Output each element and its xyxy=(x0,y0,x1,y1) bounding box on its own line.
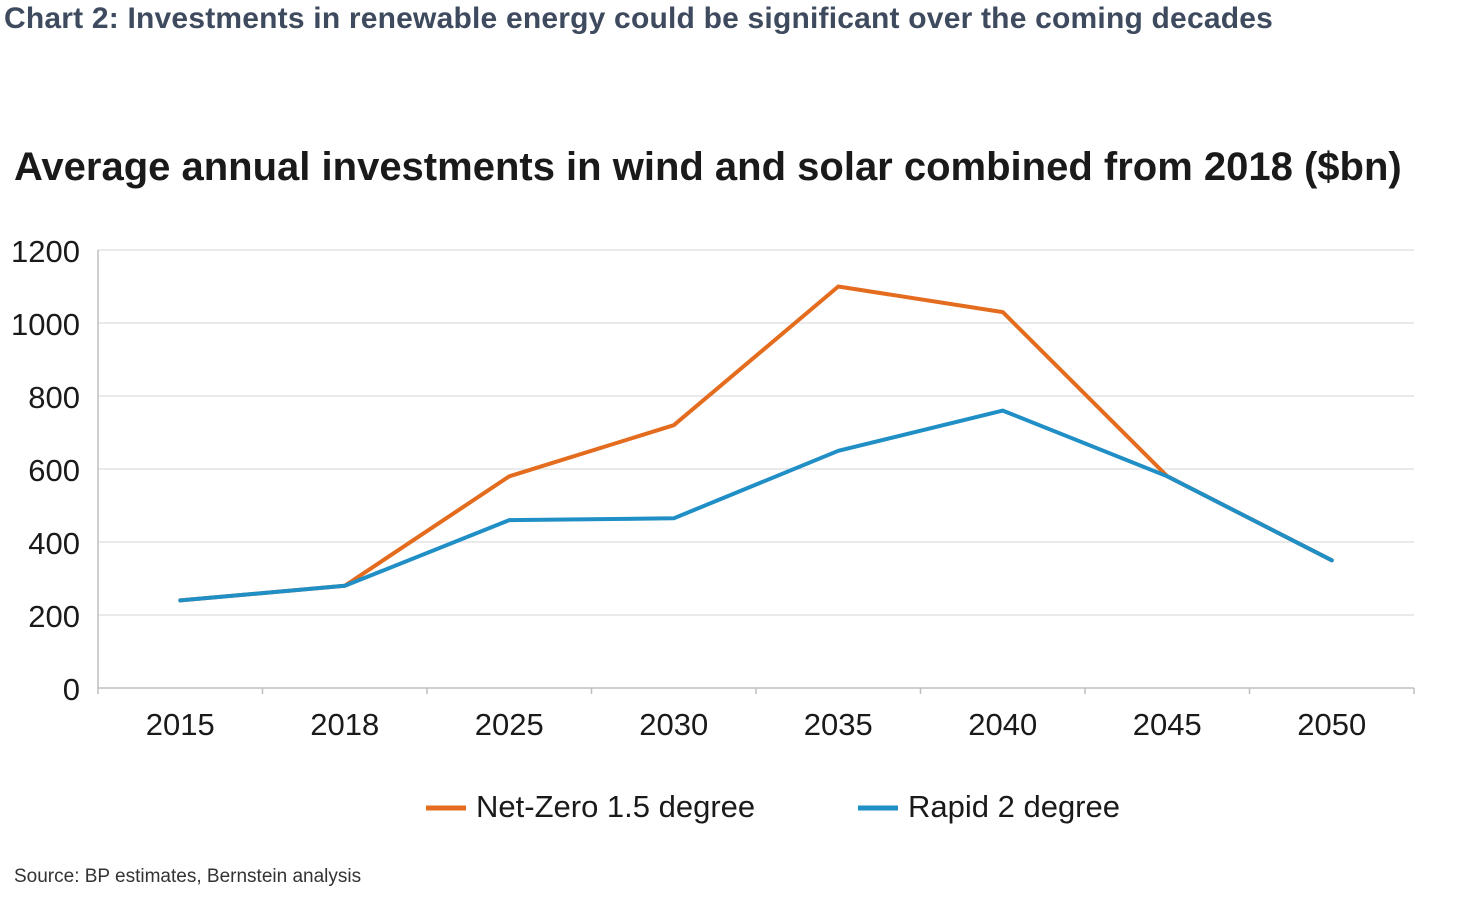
y-tick-label: 1000 xyxy=(11,307,80,342)
page-title: Chart 2: Investments in renewable energy… xyxy=(4,2,1274,35)
source-note: Source: BP estimates, Bernstein analysis xyxy=(14,866,362,887)
y-tick-label: 1200 xyxy=(11,234,80,269)
y-tick-label: 800 xyxy=(28,380,80,415)
legend: Net-Zero 1.5 degree Rapid 2 degree xyxy=(426,789,1120,824)
line-chart: Average annual investments in wind and s… xyxy=(11,145,1415,824)
series-line-2 xyxy=(178,408,1334,603)
y-tick-label: 400 xyxy=(28,526,80,561)
x-tick-label: 2040 xyxy=(968,707,1037,742)
x-tick-label: 2045 xyxy=(1133,707,1202,742)
gridlines xyxy=(98,249,1414,616)
series-lines xyxy=(178,284,1334,603)
chart-title: Average annual investments in wind and s… xyxy=(14,145,1402,189)
y-axis-tick-labels: 0 200 400 600 800 1000 1200 xyxy=(11,234,80,707)
series-line-1 xyxy=(178,284,1334,603)
x-tick-label: 2025 xyxy=(475,707,544,742)
x-tick-label: 2030 xyxy=(639,707,708,742)
y-tick-label: 600 xyxy=(28,453,80,488)
x-tick-label: 2035 xyxy=(804,707,873,742)
legend-item-1: Net-Zero 1.5 degree xyxy=(426,789,755,824)
y-tick-label: 0 xyxy=(63,672,80,707)
legend-item-2: Rapid 2 degree xyxy=(858,789,1120,824)
x-tick-label: 2015 xyxy=(146,707,215,742)
x-tick-label: 2050 xyxy=(1297,707,1366,742)
y-tick-label: 200 xyxy=(28,599,80,634)
axes xyxy=(97,250,1415,694)
x-axis-tick-labels: 2015 2018 2025 2030 2035 2040 2045 2050 xyxy=(146,707,1366,742)
x-tick-label: 2018 xyxy=(310,707,379,742)
legend-label: Rapid 2 degree xyxy=(908,789,1120,824)
legend-label: Net-Zero 1.5 degree xyxy=(476,789,755,824)
